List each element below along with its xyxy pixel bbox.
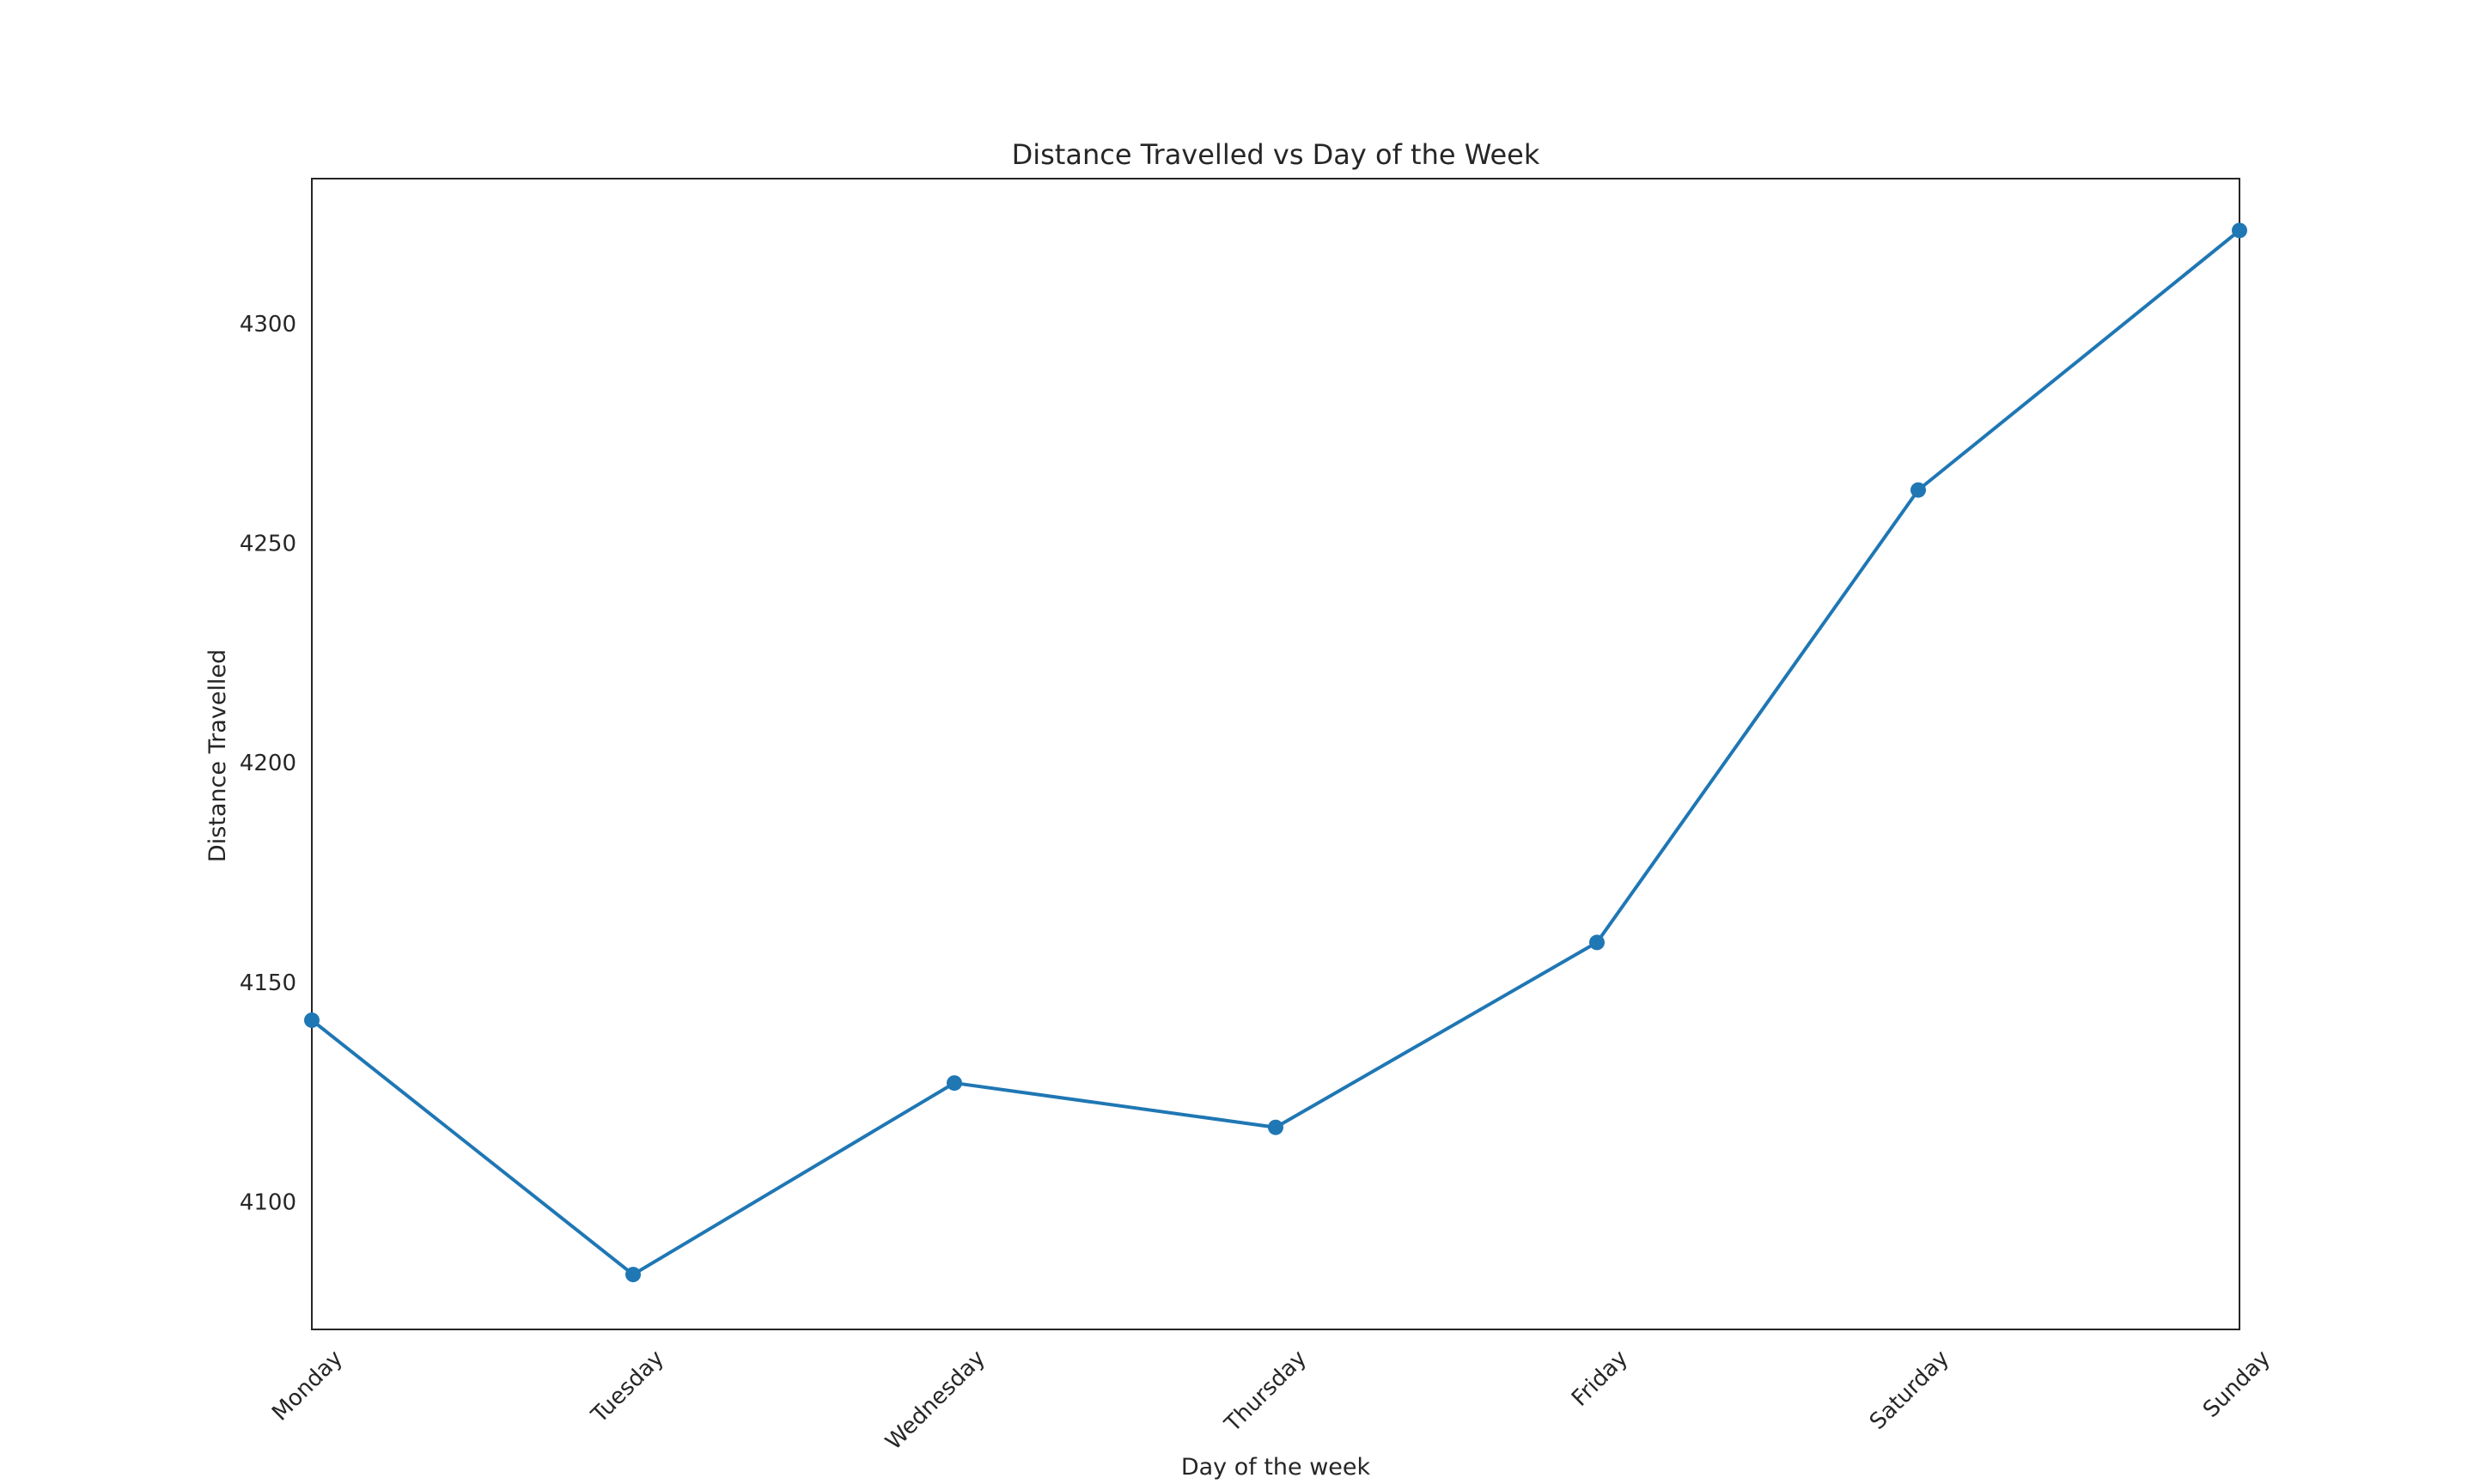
x-axis-label: Day of the week xyxy=(1181,1454,1371,1481)
plot-area xyxy=(311,178,2240,1330)
data-point xyxy=(2232,222,2247,239)
x-tick-label: Wednesday xyxy=(881,1346,990,1456)
y-axis-label: Distance Travelled xyxy=(204,649,231,862)
plot-frame xyxy=(311,178,2240,1330)
y-tick-label: 4300 xyxy=(240,312,296,338)
data-point xyxy=(1268,1119,1283,1135)
series-line-group xyxy=(304,222,2247,1283)
chart-title: Distance Travelled vs Day of the Week xyxy=(1012,138,1540,171)
data-point xyxy=(625,1267,641,1283)
x-tick-label: Friday xyxy=(1567,1346,1633,1412)
x-tick-label: Tuesday xyxy=(586,1346,669,1429)
x-tick-label: Saturday xyxy=(1865,1346,1954,1435)
y-tick-label: 4250 xyxy=(240,532,296,557)
data-point xyxy=(1910,482,1926,498)
y-axis-ticks: 4100 4150 4200 4250 4300 xyxy=(240,312,296,1216)
data-point xyxy=(304,1012,320,1028)
data-point xyxy=(947,1075,962,1092)
y-tick-label: 4100 xyxy=(240,1190,296,1216)
x-axis-ticks: Monday Tuesday Wednesday Thursday Friday Satu… xyxy=(267,1346,2276,1456)
x-tick-label: Thursday xyxy=(1220,1346,1312,1438)
x-tick-label: Monday xyxy=(267,1346,348,1426)
y-tick-label: 4150 xyxy=(240,970,296,996)
x-tick-label: Sunday xyxy=(2198,1346,2276,1423)
series-line xyxy=(310,228,2241,1277)
y-tick-label: 4200 xyxy=(240,751,296,776)
data-point xyxy=(1589,934,1605,951)
